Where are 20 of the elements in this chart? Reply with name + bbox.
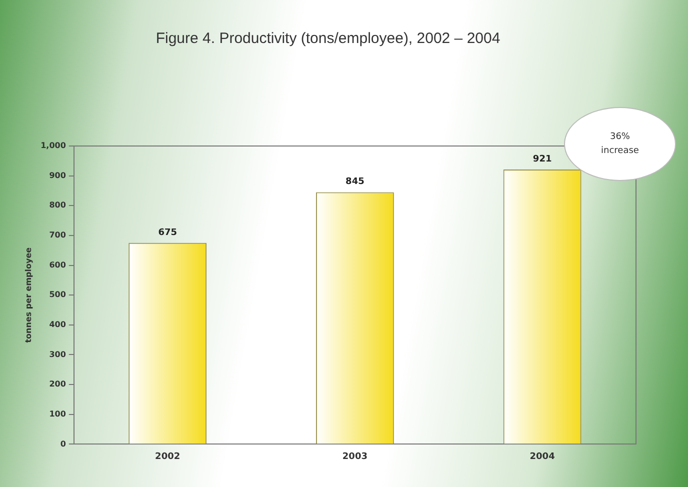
x-tick-label: 2004 [530,452,555,462]
y-tick-label: 200 [49,380,66,389]
y-tick-label: 300 [49,350,66,359]
y-tick-label: 0 [60,439,66,448]
data-label: 675 [158,228,177,238]
y-tick-label: 1,000 [40,141,66,150]
y-tick-label: 600 [49,260,66,270]
y-tick-label: 100 [49,409,66,418]
chart-title: Figure 4. Productivity (tons/employee), 2002 – 2004 [156,30,500,48]
y-tick-label: 900 [49,170,66,180]
x-tick-label: 2002 [155,452,180,462]
y-tick-label: 800 [49,200,66,210]
y-axis-title: tonnes per employee [24,246,33,343]
data-label: 845 [346,177,364,188]
y-tick-label: 400 [49,320,66,329]
y-tick-label: 700 [49,230,66,240]
cloud-callout: 36% increase [565,108,675,180]
x-tick-label: 2003 [342,452,368,462]
y-tick-label: 500 [49,290,66,300]
data-label: 921 [532,154,552,164]
